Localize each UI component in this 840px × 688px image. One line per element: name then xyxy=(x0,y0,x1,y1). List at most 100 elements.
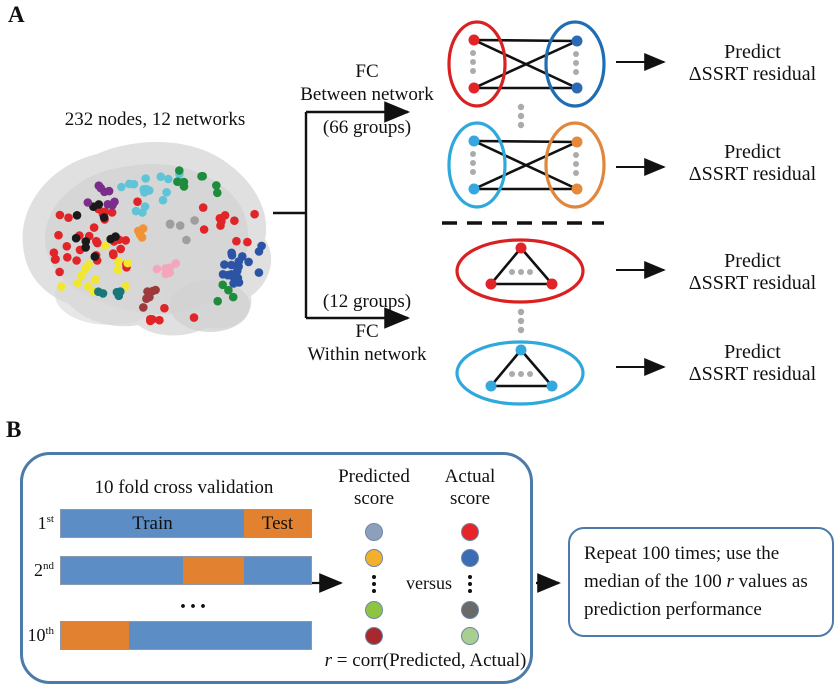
brain-node-blue xyxy=(229,279,238,288)
brain-node-green-ventral xyxy=(218,280,227,290)
predicted-score-dots xyxy=(360,519,388,649)
cv-segment xyxy=(129,622,311,649)
brain-node-yellow xyxy=(84,282,93,291)
brain-node-purple xyxy=(83,198,93,207)
brain-node-red-frontal xyxy=(121,236,130,245)
brain-node-cyan xyxy=(156,172,166,181)
cv-bar xyxy=(60,556,312,585)
brain-node-black xyxy=(111,232,120,241)
within-network-cyan xyxy=(455,340,585,406)
cv-rows-ellipsis: ... xyxy=(180,588,210,614)
brain-node-cyan xyxy=(145,186,154,195)
brain-node-yellow xyxy=(123,258,132,268)
brain-node-black xyxy=(81,243,90,252)
brain-node-blue xyxy=(257,241,266,251)
brain-node-green-dorsal xyxy=(175,166,184,175)
between-network-pair-cyan-orange xyxy=(447,121,606,209)
brain-node-cyan xyxy=(164,174,173,184)
brain-node-yellow xyxy=(57,282,66,291)
brain-node-red-frontal xyxy=(64,213,73,222)
brain-node-red-inferior xyxy=(146,314,155,324)
cv-row-10: 10th xyxy=(14,621,312,650)
brain-node-blue xyxy=(244,257,253,267)
fc-bottom-label: FC xyxy=(355,321,379,342)
brain-node-yellow xyxy=(114,257,123,266)
predict-output-1: Predict ΔSSRT residual xyxy=(660,41,840,85)
between-network-label: Between network xyxy=(300,84,434,105)
within-network-label: Within network xyxy=(307,344,427,365)
brain-node-red-frontal xyxy=(49,248,59,257)
ssrt-residual-line: ΔSSRT residual xyxy=(688,163,817,185)
fc-top-label: FC xyxy=(355,61,379,82)
predicted-score-circle xyxy=(365,601,383,619)
brain-node-yellow xyxy=(91,275,100,284)
brain-node-red-frontal xyxy=(51,254,60,264)
predict-line: Predict xyxy=(724,250,781,272)
brain-node-red-inferior xyxy=(155,315,164,325)
brain-node-blue xyxy=(234,257,244,266)
brain-node-green-dorsal xyxy=(212,181,221,190)
panel-a-label: A xyxy=(8,2,25,27)
orange-network-ellipse xyxy=(544,121,606,209)
brain-node-teal xyxy=(114,291,124,301)
brain-node-purple xyxy=(96,183,106,193)
cv-fold-label: 1st xyxy=(37,513,54,533)
brain-node-black xyxy=(99,213,109,222)
predict-line: Predict xyxy=(724,141,781,163)
brain-node-red-frontal xyxy=(89,223,99,232)
cv-fold-label: 2nd xyxy=(34,560,54,580)
brain-caption: 232 nodes, 12 networks xyxy=(64,109,246,130)
brain-node-gray xyxy=(175,221,185,230)
brain-node-red-posterior xyxy=(220,211,230,220)
brain-node-maroon xyxy=(145,292,154,302)
brain-node-red-frontal xyxy=(107,208,117,217)
brain-node-pink xyxy=(165,268,174,277)
predict-output-2: Predict ΔSSRT residual xyxy=(660,141,840,185)
cross-validation-box xyxy=(20,452,533,684)
actual-score-circle xyxy=(461,549,479,567)
brain-node-teal xyxy=(98,289,108,298)
brain-node-maroon xyxy=(139,303,148,312)
brain-cerebellum xyxy=(170,280,250,332)
red-network-ellipse xyxy=(455,238,585,304)
blue-network-ellipse xyxy=(544,20,606,108)
cv-segment-train: Train xyxy=(61,510,244,537)
brain-node-red-inferior xyxy=(189,313,199,322)
predicted-score-title: Predicted score xyxy=(338,466,410,509)
brain-node-red-posterior xyxy=(198,203,208,212)
result-arrows xyxy=(616,53,666,376)
brain-node-red-frontal xyxy=(92,236,101,246)
brain-node-red-frontal xyxy=(62,242,72,251)
cyan-network-ellipse xyxy=(447,121,507,209)
brain-node-cyan xyxy=(140,202,150,211)
predict-output-3: Predict ΔSSRT residual xyxy=(660,250,840,294)
brain-node-gray xyxy=(165,220,175,229)
brain-node-red-posterior xyxy=(230,216,239,225)
cv-segment-test: Test xyxy=(244,510,311,537)
brain-node-red-posterior xyxy=(232,236,241,246)
red-network-ellipse xyxy=(447,20,507,108)
repeat-note-box: Repeat 100 times; use the median of the … xyxy=(568,527,834,637)
brain-node-cyan xyxy=(141,174,150,183)
predicted-score-ellipsis-icon xyxy=(372,575,376,593)
cv-segment xyxy=(61,557,183,584)
brain-node-red-posterior xyxy=(216,221,225,230)
brain-node-red-posterior xyxy=(243,237,252,247)
brain-node-yellow xyxy=(77,271,86,280)
brain-node-green-dorsal xyxy=(173,177,182,186)
brain-node-yellow xyxy=(100,241,110,251)
brain-node-blue xyxy=(227,260,236,270)
cv-bar xyxy=(60,621,312,650)
panel-b-label: B xyxy=(6,417,22,442)
brain-node-green-dorsal xyxy=(197,172,206,181)
brain-node-red-frontal xyxy=(133,197,142,206)
correlation-formula: r = corr(Predicted, Actual) xyxy=(324,650,527,671)
pairs-ellipsis-dots xyxy=(517,103,525,129)
brain-node-black xyxy=(71,233,81,243)
actual-score-circle xyxy=(461,523,479,541)
brain-node-pink xyxy=(152,264,162,274)
cv-row-1: 1st Train Test xyxy=(14,509,312,538)
brain-node-cyan xyxy=(131,206,141,216)
groups-66-label: (66 groups) xyxy=(322,117,412,138)
